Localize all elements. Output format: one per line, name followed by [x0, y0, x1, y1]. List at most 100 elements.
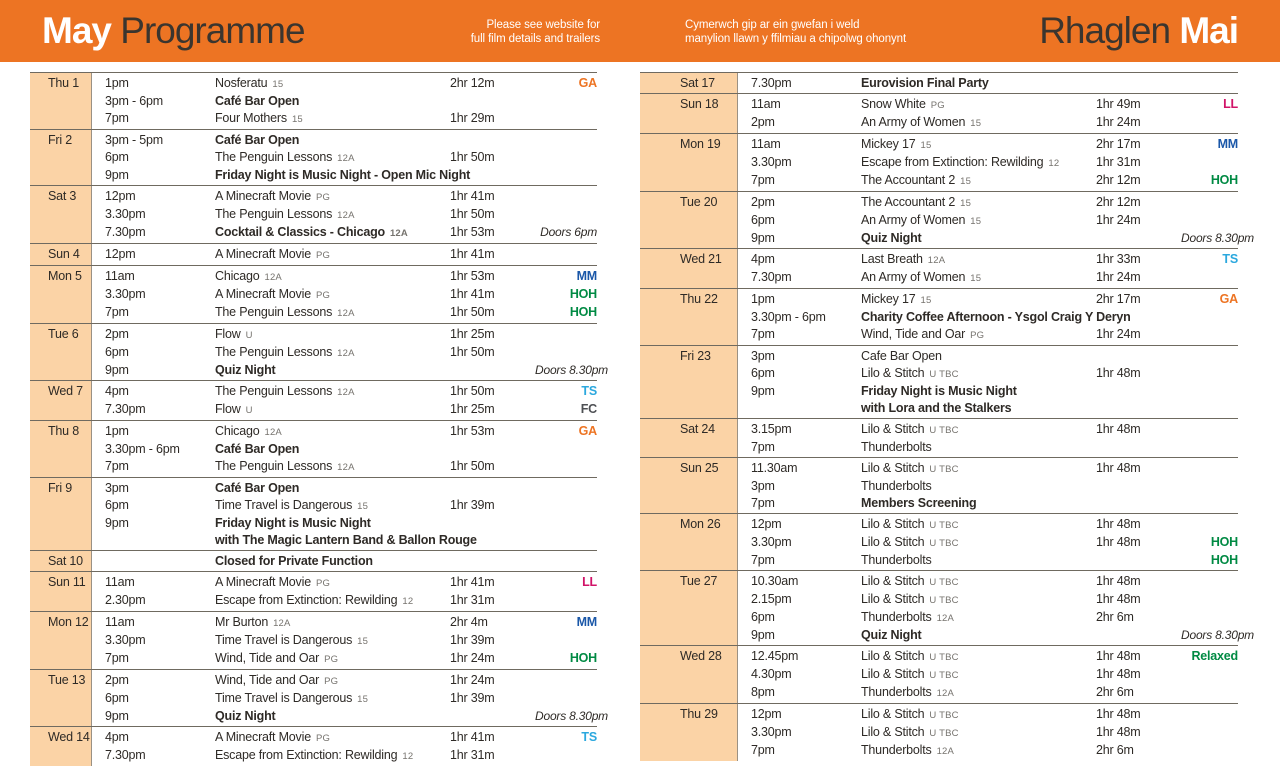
show-time: 7pm [751, 553, 775, 567]
show-time: 7pm [751, 440, 775, 454]
schedule-row: 11am A Minecraft Movie PG 1hr 41m LL [105, 574, 597, 592]
schedule-row: 6pm Thunderbolts 12A 2hr 6m [751, 609, 1238, 627]
film-title: Friday Night is Music Night [861, 384, 1017, 398]
film-title: Thunderbolts 12A [861, 743, 955, 757]
screening-tag: TS [581, 730, 597, 744]
film-cert: 15 [357, 501, 369, 512]
show-time: 6pm [751, 366, 775, 380]
film-cert: U [245, 405, 253, 416]
show-time: 3.30pm - 6pm [751, 310, 826, 324]
show-time: 3pm [751, 479, 775, 493]
film-title: Lilo & Stitch U TBC [861, 725, 959, 739]
screening-tag: FC [580, 402, 597, 416]
show-time: 2pm [105, 327, 129, 341]
screening-tag [535, 592, 597, 610]
film-duration: 1hr 31m [450, 593, 495, 607]
date-cell: Tue 13 [30, 670, 92, 726]
film-cert: 12 [402, 751, 414, 762]
show-time: 7pm [105, 651, 129, 665]
show-time: 7pm [751, 743, 775, 757]
screening-tag [535, 110, 597, 128]
film-duration: 2hr 6m [1096, 685, 1134, 699]
schedule-row: 7.30pm Cocktail & Classics - Chicago 12A 1h… [105, 224, 597, 242]
date-cell: Wed 28 [640, 646, 738, 703]
film-duration: 1hr 48m [1096, 461, 1141, 475]
schedule-row: 2pm Flow U 1hr 25m [105, 326, 597, 344]
film-duration [1096, 439, 1181, 456]
film-duration: 1hr 41m [450, 575, 495, 589]
screening-tag: HOH [569, 651, 597, 665]
film-title: Time Travel is Dangerous 15 [215, 691, 369, 705]
schedule-row: 6pm Time Travel is Dangerous 15 1hr 39m [105, 497, 597, 515]
screening-tag [1181, 609, 1238, 627]
day-rows: 3pm - 5pm Café Bar Open 6pm The Penguin Les… [92, 130, 597, 185]
show-time [105, 553, 215, 570]
date-cell: Mon 26 [640, 514, 738, 570]
film-duration: 1hr 50m [450, 150, 495, 164]
show-time: 7pm [751, 173, 775, 187]
doors-note: Doors 8.30pm [1181, 231, 1254, 245]
show-time: 10.30am [751, 574, 799, 588]
screening-tag: GA [578, 76, 598, 90]
film-cert: 15 [970, 273, 982, 284]
day-rows: 4pm Last Breath 12A 1hr 33m TS 7.30pm An Army … [738, 249, 1238, 288]
day-block: Mon 19 11am Mickey 17 15 2hr 17m MM 3.30pm Esca… [640, 133, 1238, 191]
film-title: Lilo & Stitch U TBC [861, 366, 959, 380]
film-title: The Penguin Lessons 12A [215, 207, 355, 221]
film-title: with The Magic Lantern Band & Ballon Rou… [215, 533, 477, 547]
film-cert: U TBC [929, 425, 959, 436]
day-block: Thu 8 1pm Chicago 12A 1hr 53m GA 3.30pm - 6pm C… [30, 420, 597, 477]
show-time: 3.30pm [751, 535, 792, 549]
screening-tag [1216, 309, 1238, 326]
film-duration [1096, 478, 1181, 495]
film-title: The Penguin Lessons 12A [215, 459, 355, 473]
film-duration: 1hr 48m [1096, 517, 1141, 531]
date-cell: Mon 19 [640, 134, 738, 191]
schedule-row: 3pm - 5pm Café Bar Open [105, 132, 597, 149]
film-duration [450, 515, 535, 532]
page-title-welsh: Rhaglen Mai [1039, 9, 1239, 53]
film-title: Snow White PG [861, 97, 945, 111]
schedule-row: 3.30pm The Penguin Lessons 12A 1hr 50m [105, 206, 597, 224]
show-time: 7pm [751, 327, 775, 341]
show-time: 3pm - 5pm [105, 133, 163, 147]
screening-tag: GA [578, 424, 598, 438]
schedule-row: 4pm A Minecraft Movie PG 1hr 41m TS [105, 729, 597, 747]
film-cert: 12A [927, 255, 946, 266]
screening-tag [1181, 516, 1238, 534]
screening-tag [1181, 365, 1238, 383]
show-time: 3.15pm [751, 422, 792, 436]
film-duration [1096, 400, 1181, 417]
screening-tag [535, 553, 597, 570]
day-block: Sat 17 7.30pm Eurovision Final Party [640, 72, 1238, 93]
screening-tag [535, 747, 597, 765]
screening-tag [1181, 326, 1238, 344]
film-title: Escape from Extinction: Rewilding 12 [215, 748, 414, 762]
day-rows: 2pm Wind, Tide and Oar PG 1hr 24m 6pm Time Tr… [92, 670, 608, 726]
film-title: Last Breath 12A [861, 252, 946, 266]
day-block: Wed 21 4pm Last Breath 12A 1hr 33m TS 7.30pm An… [640, 248, 1238, 288]
film-duration: 1hr 25m [450, 327, 495, 341]
schedule-row: with Lora and the Stalkers [751, 400, 1238, 417]
schedule-row: 7pm The Penguin Lessons 12A 1hr 50m [105, 458, 597, 476]
film-duration: 1hr 53m [450, 269, 495, 283]
day-block: Thu 22 1pm Mickey 17 15 2hr 17m GA 3.30pm - 6p… [640, 288, 1238, 345]
film-title: Lilo & Stitch U TBC [861, 517, 959, 531]
film-cert: 12 [1048, 158, 1060, 169]
page-title-english: May Programme [42, 9, 306, 53]
show-time: 3.30pm [105, 287, 146, 301]
film-duration: 1hr 50m [450, 207, 495, 221]
show-time: 12pm [105, 247, 136, 261]
screening-tag [535, 326, 597, 344]
screening-tag: GA [1219, 292, 1239, 306]
schedule-row: 3pm - 6pm Café Bar Open [105, 93, 597, 110]
film-title: Four Mothers 15 [215, 111, 303, 125]
day-block: Sat 10 Closed for Private Function [30, 550, 597, 571]
screening-tag [535, 441, 597, 458]
day-rows: 12pm A Minecraft Movie PG 1hr 41m 3.30pm The … [92, 186, 597, 243]
screening-tag [535, 672, 597, 690]
show-time: 3.30pm [105, 207, 146, 221]
film-duration: 1hr 31m [1096, 155, 1141, 169]
day-block: Tue 6 2pm Flow U 1hr 25m 6pm The Penguin Lesso… [30, 323, 608, 380]
schedule-row: 2pm The Accountant 2 15 2hr 12m [751, 194, 1238, 212]
